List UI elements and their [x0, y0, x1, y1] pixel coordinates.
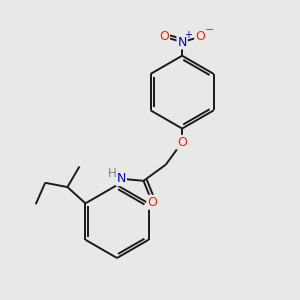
Text: +: +	[184, 30, 192, 40]
Text: −: −	[205, 26, 214, 35]
Text: O: O	[195, 30, 205, 44]
Text: O: O	[177, 136, 187, 149]
Text: O: O	[147, 196, 157, 209]
Text: N: N	[117, 172, 126, 185]
Text: O: O	[159, 30, 169, 44]
Text: N: N	[178, 35, 187, 49]
Text: H: H	[107, 167, 116, 180]
